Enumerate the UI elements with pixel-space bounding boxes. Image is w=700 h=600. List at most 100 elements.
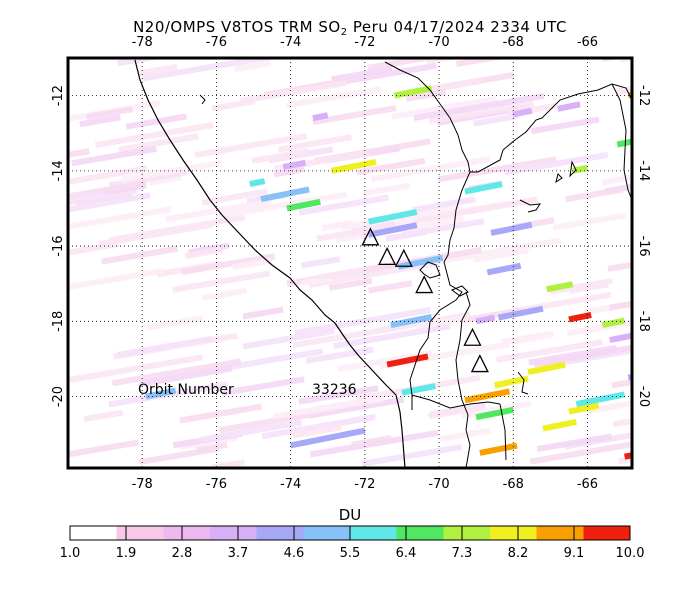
title-subscript: 2 [340,27,348,38]
background-swath [68,267,164,291]
background-swath [108,169,188,189]
background-swath [617,455,632,465]
background-swath [496,338,604,363]
country-borders [384,61,632,468]
background-swath [195,441,228,454]
background-swath [68,192,151,213]
background-swaths [68,58,632,468]
volcano-triangle-icon [394,248,413,267]
map-title: N20/OMPS V8TOS TRM SO2 Peru 04/17/2024 2… [0,18,700,38]
so2-swath [286,198,321,212]
background-swath [242,328,336,350]
so2-swath [249,178,266,187]
background-swath [216,191,348,220]
lon-tick-label-bottom: -74 [280,477,301,492]
background-swath [261,414,376,440]
background-swath [68,187,137,206]
lat-tick-label-right: -18 [636,311,651,332]
so2-swath [546,281,574,293]
background-swath [362,182,411,197]
so2-swath [330,158,377,174]
colorbar-tick-label: 4.6 [284,546,305,561]
background-swath [68,354,204,384]
background-swath [218,410,316,434]
background-swath [536,433,613,453]
background-swath [118,133,199,153]
lon-tick-label-top: -78 [132,35,153,50]
lon-tick-label-bottom: -68 [503,477,524,492]
background-swath [472,113,519,127]
background-swath [371,155,492,183]
lon-tick-label-bottom: -72 [354,477,375,492]
background-swath [504,151,609,176]
background-swath [201,419,303,443]
background-swath [172,270,271,293]
so2-swath [486,262,522,276]
lat-tick-label-right: -14 [636,160,651,181]
colorbar-tick-label: 1.9 [116,546,137,561]
colorbar-tick-label: 9.1 [564,546,585,561]
background-swath [405,89,447,102]
lat-tick-label-left: -14 [51,160,66,181]
so2-swath [282,159,307,171]
colorbar-tick-label: 7.3 [452,546,473,561]
background-swath [412,196,476,213]
background-swath [584,300,632,315]
lon-tick-label-top: -66 [577,35,598,50]
background-swath [529,441,632,465]
volcano-triangle-icon [415,275,434,294]
so2-swath [475,406,514,421]
background-swath [552,212,626,231]
colorbar-tick-label: 10.0 [616,546,645,561]
so2-swath [479,442,518,456]
background-swath [146,315,204,331]
background-swath [86,106,134,120]
title-prefix: N20/OMPS V8TOS TRM SO [133,18,341,36]
background-swath [333,323,451,350]
lon-tick-label-top: -68 [503,35,524,50]
background-swath [391,95,498,120]
lon-tick-label-top: -70 [428,35,449,50]
lon-tick-label-bottom: -76 [206,477,227,492]
so2-swath [260,186,310,202]
background-swath [142,58,277,82]
background-swath [79,114,121,128]
background-swath [533,344,632,368]
so2-swath [568,402,600,415]
background-swath [298,194,389,216]
background-swath [530,116,600,135]
so2-swath [494,375,529,389]
background-swath [549,277,613,295]
so2-swath [568,312,592,323]
so2-swath [312,112,329,122]
background-swath [68,439,140,458]
so2-swath [542,418,577,432]
background-swath [402,218,485,238]
so2-swath [575,391,626,407]
background-swath [328,277,373,291]
background-swath [101,245,179,265]
coastline [134,59,406,468]
background-swath [201,287,248,301]
lon-tick-label-bottom: -78 [132,477,153,492]
background-swath [439,427,491,442]
background-swath [305,346,374,364]
background-swath [413,196,538,224]
so2-swath [497,305,544,321]
so2-swath [464,181,503,195]
lon-tick-label-top: -74 [280,35,301,50]
so2-swath [490,221,533,236]
background-swath [233,60,272,73]
background-swath [430,237,562,266]
background-swath [211,98,256,112]
so2-swath [367,209,418,225]
background-swath [601,174,632,186]
background-swath [607,261,632,272]
so2-swath [393,85,433,99]
so2-swath [290,427,366,449]
so2-swath [616,138,632,148]
background-swath [273,394,384,420]
axis-ticks: -78 -78 -76 -76 -74 -74 -72 -72 -70 -70 -68 -68 -66 -… [51,35,651,492]
so2-swath [557,101,581,112]
